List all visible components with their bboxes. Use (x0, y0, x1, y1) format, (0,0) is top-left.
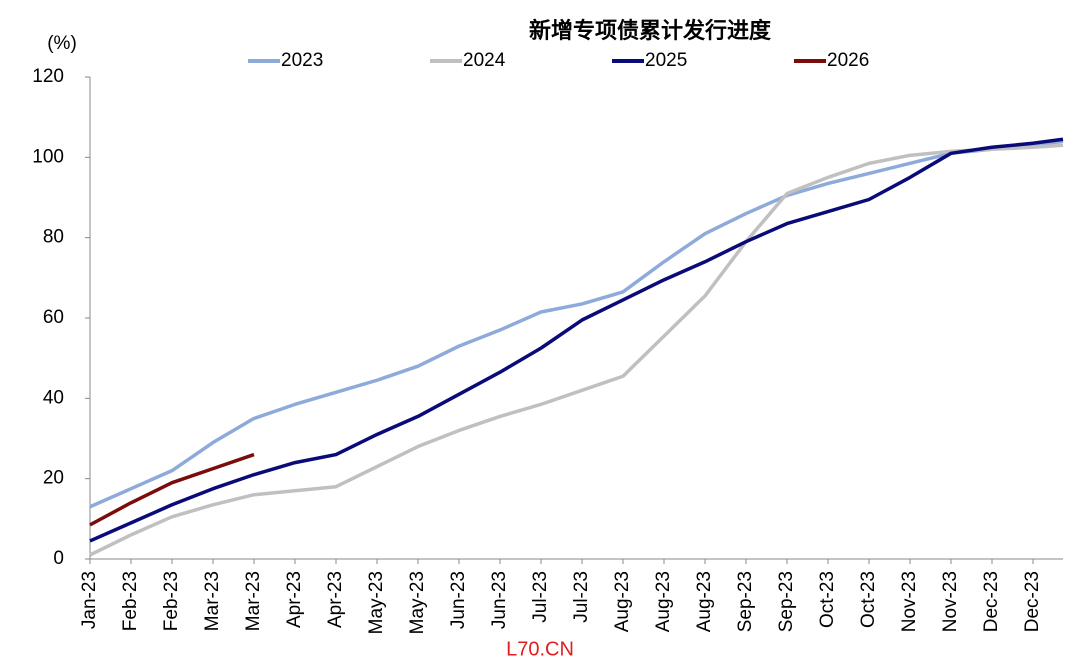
y-tick-label: 20 (43, 468, 64, 489)
series-line (89, 143, 1064, 557)
x-tick-label: Aug-23 (653, 571, 674, 632)
x-tick-label: Nov-23 (899, 571, 920, 632)
x-tick-label: Jun-23 (448, 571, 469, 629)
x-tick-label: Dec-23 (981, 571, 1002, 632)
y-tick-label: 80 (43, 227, 64, 248)
x-tick-label: Feb-23 (161, 571, 182, 631)
x-tick-label: Nov-23 (940, 571, 961, 632)
x-tick-label: Oct-23 (817, 571, 838, 628)
x-tick-label: Apr-23 (325, 571, 346, 628)
x-tick-label: May-23 (366, 571, 387, 634)
series-line (89, 137, 1064, 543)
x-tick-label: Sep-23 (735, 571, 756, 632)
series-line (89, 452, 255, 527)
legend-label: 2026 (827, 50, 869, 71)
x-tick-label: Apr-23 (284, 571, 305, 628)
legend-label: 2023 (281, 50, 323, 71)
x-tick-label: Dec-23 (1022, 571, 1043, 632)
x-tick-label: Sep-23 (776, 571, 797, 632)
x-tick-label: Oct-23 (858, 571, 879, 628)
x-tick-label: Jan-23 (79, 571, 100, 629)
y-tick-label: 120 (32, 66, 64, 87)
y-axis-label: (%) (47, 33, 77, 54)
legend-label: 2024 (463, 50, 506, 71)
x-tick-label: Mar-23 (243, 571, 264, 631)
x-tick-label: Mar-23 (202, 571, 223, 631)
y-tick-label: 60 (43, 307, 64, 328)
y-tick-label: 40 (43, 387, 64, 408)
x-tick-label: Aug-23 (612, 571, 633, 632)
y-tick-label: 0 (53, 548, 64, 569)
x-tick-label: Aug-23 (694, 571, 715, 632)
watermark: L70.CN (506, 638, 574, 660)
x-tick-label: Jun-23 (489, 571, 510, 629)
series-line (89, 139, 1064, 509)
legend-label: 2025 (645, 50, 687, 71)
chart-title: 新增专项债累计发行进度 (529, 18, 772, 43)
x-tick-label: Jul-23 (530, 571, 551, 623)
x-tick-label: Jul-23 (571, 571, 592, 623)
x-tick-label: May-23 (407, 571, 428, 634)
y-tick-label: 100 (32, 146, 64, 167)
x-tick-label: Feb-23 (120, 571, 141, 631)
